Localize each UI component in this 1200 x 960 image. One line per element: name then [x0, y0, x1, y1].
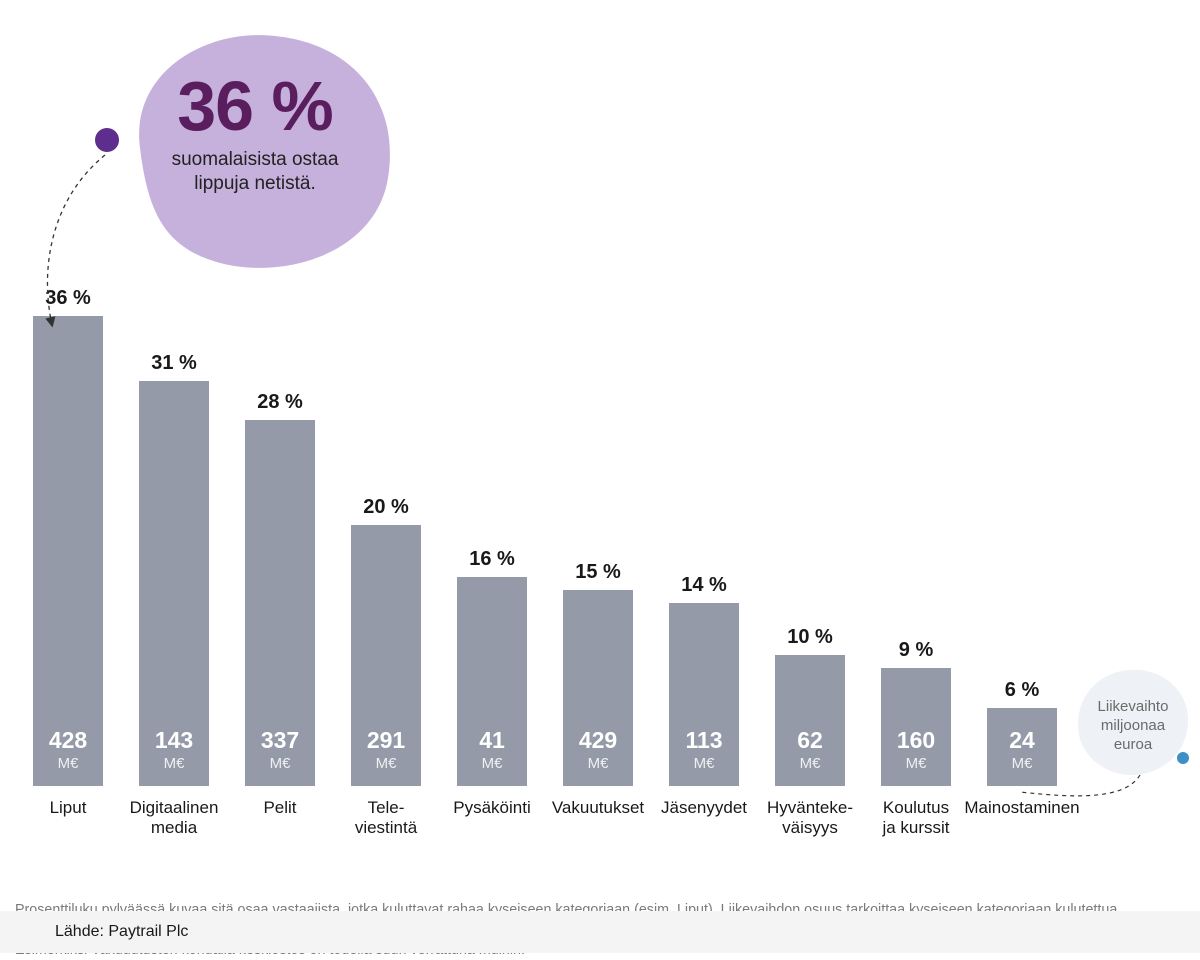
callout-bubble: 36 % suomalaisista ostaa lippuja netistä…	[110, 18, 400, 278]
bar-revenue-value: 143	[155, 729, 193, 752]
bar: 160 M€	[881, 668, 951, 786]
category-label: Tele- viestintä	[355, 798, 417, 840]
callout-content: 36 % suomalaisista ostaa lippuja netistä…	[110, 66, 400, 196]
bar-revenue-unit: M€	[58, 755, 79, 772]
chart-column: 31 % 143 M€ Digitaalinen media	[121, 352, 227, 840]
chart-column: 16 % 41 M€ Pysäköinti	[439, 548, 545, 840]
bar-revenue-unit: M€	[800, 755, 821, 772]
category-label: Vakuutukset	[552, 798, 644, 840]
chart-column: 15 % 429 M€ Vakuutukset	[545, 561, 651, 840]
revenue-bubble-text: Liikevaihto miljoonaa euroa	[1078, 670, 1188, 754]
category-label: Digitaalinen media	[130, 798, 219, 840]
bar-revenue-value: 62	[797, 729, 823, 752]
bar-revenue-unit: M€	[906, 755, 927, 772]
chart-column: 14 % 113 M€ Jäsenyydet	[651, 574, 757, 840]
bar: 41 M€	[457, 577, 527, 786]
bar-chart: 36 %428M€Liput31 %143M€Digitaalinen medi…	[15, 310, 1075, 840]
bar-percent-label: 9 %	[899, 639, 933, 662]
chart-column: 9 % 160 M€ Koulutus ja kurssit	[863, 639, 969, 840]
chart-column: 10 % 62 M€ Hyvänteke- väisyys	[757, 626, 863, 840]
bar-revenue-value: 160	[897, 729, 935, 752]
bar: 62 M€	[775, 655, 845, 786]
callout-percent: 36 %	[110, 66, 400, 146]
source-text: Lähde: Paytrail Plc	[55, 923, 188, 941]
bar: 291 M€	[351, 525, 421, 786]
category-label: Jäsenyydet	[661, 798, 747, 840]
bar-percent-label: 31 %	[151, 352, 197, 375]
bar-revenue-unit: M€	[164, 755, 185, 772]
bar-revenue-value: 428	[49, 729, 87, 752]
chart-column: 20 % 291 M€ Tele- viestintä	[333, 496, 439, 840]
bar: 429 M€	[563, 590, 633, 786]
category-label: Liput	[50, 798, 87, 840]
bar-revenue-unit: M€	[482, 755, 503, 772]
bar-revenue-value: 429	[579, 729, 617, 752]
bar-revenue-value: 337	[261, 729, 299, 752]
bar-revenue-value: 41	[479, 729, 505, 752]
bar-revenue-unit: M€	[376, 755, 397, 772]
bar-percent-label: 20 %	[363, 496, 409, 519]
bar-revenue-value: 24	[1009, 729, 1035, 752]
bar-percent-label: 15 %	[575, 561, 621, 584]
bar-revenue-value: 113	[685, 729, 722, 752]
chart-column: 28 % 337 M€ Pelit	[227, 391, 333, 840]
category-label: Pysäköinti	[453, 798, 530, 840]
source-bar: Lähde: Paytrail Plc	[0, 911, 1200, 953]
revenue-dot-icon	[1177, 752, 1189, 764]
bar-percent-label: 14 %	[681, 574, 727, 597]
callout-dot-icon	[95, 128, 119, 152]
bar-percent-label: 10 %	[787, 626, 833, 649]
bar-revenue-unit: M€	[588, 755, 609, 772]
callout-subtitle: suomalaisista ostaa lippuja netistä.	[110, 148, 400, 196]
bar: 143 M€	[139, 381, 209, 786]
bar: 337 M€	[245, 420, 315, 786]
bar-percent-label: 28 %	[257, 391, 303, 414]
bar: 113 M€	[669, 603, 739, 786]
category-label: Hyvänteke- väisyys	[767, 798, 853, 840]
category-label: Koulutus ja kurssit	[882, 798, 949, 840]
bar-revenue-value: 291	[367, 729, 405, 752]
chart-column: 36 %428M€Liput	[15, 287, 121, 840]
bar: 428 M€	[33, 316, 103, 786]
category-label: Pelit	[263, 798, 296, 840]
revenue-arrow	[1015, 770, 1145, 830]
revenue-legend-bubble: Liikevaihto miljoonaa euroa	[1078, 670, 1188, 775]
bar-revenue-unit: M€	[270, 755, 291, 772]
bar-percent-label: 16 %	[469, 548, 515, 571]
bar-percent-label: 6 %	[1005, 679, 1039, 702]
bar-revenue-unit: M€	[694, 755, 715, 772]
